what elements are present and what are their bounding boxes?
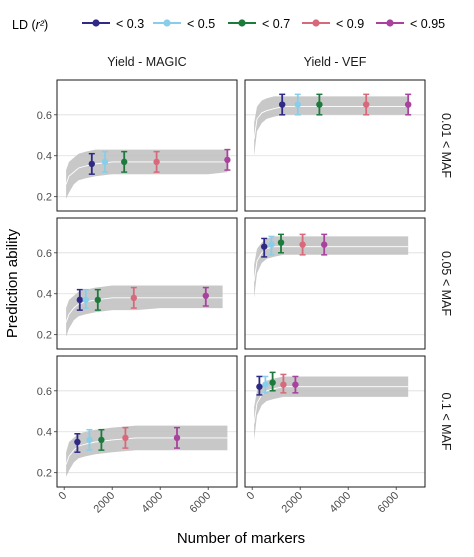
x-tick-label: 4000 <box>328 490 354 516</box>
data-point <box>88 160 96 168</box>
panel-border <box>56 79 238 212</box>
legend-label: < 0.7 <box>262 17 290 31</box>
panel-background <box>57 80 237 211</box>
legend-title-variable: r² <box>36 18 45 32</box>
data-point <box>74 438 81 446</box>
y-tick-label: 0.4 <box>37 427 52 439</box>
y-tick-label: 0.2 <box>37 468 52 480</box>
data-point <box>98 436 105 444</box>
x-tick-label: 2000 <box>92 490 118 516</box>
panel: 0.2 0.4 0.6 <box>37 79 238 212</box>
ci-ribbon <box>66 425 228 477</box>
data-point <box>261 243 268 250</box>
y-tick-label: 0.2 <box>37 192 52 204</box>
panel <box>244 79 426 212</box>
data-point <box>130 294 137 302</box>
data-point <box>292 381 299 388</box>
legend-title-suffix: ) <box>44 18 48 32</box>
data-point <box>224 156 231 164</box>
x-tick-label: 2000 <box>280 490 306 516</box>
x-tick-label: 0 <box>57 490 70 503</box>
data-point <box>86 436 93 444</box>
x-tick-label: 6000 <box>188 490 214 516</box>
ci-ribbon <box>254 96 409 156</box>
y-tick-label: 0.6 <box>37 110 52 122</box>
panel-border <box>244 217 426 350</box>
panel-plot-area <box>65 285 223 337</box>
legend-key-dot <box>238 19 246 27</box>
legend-label: < 0.5 <box>187 17 215 31</box>
data-point <box>121 158 128 166</box>
panel-plot-area <box>253 233 409 298</box>
legend-label: < 0.9 <box>336 17 364 31</box>
y-tick-label: 0.4 <box>37 289 52 301</box>
mean-line <box>253 386 409 424</box>
data-point <box>405 101 412 108</box>
data-point <box>202 292 209 299</box>
legend: LD (r²) < 0.3 < 0.5 < 0.7 < 0.9 < 0.95 <box>12 17 445 32</box>
panel <box>244 217 426 350</box>
data-point <box>299 241 306 248</box>
data-point <box>269 379 276 386</box>
x-tick-label: 4000 <box>140 490 166 516</box>
data-point <box>101 158 109 166</box>
x-axis-title: Number of markers <box>177 530 305 547</box>
ci-ribbon <box>254 236 409 298</box>
data-point <box>294 101 301 108</box>
data-point <box>268 241 275 248</box>
legend-key-dot <box>312 19 320 27</box>
panel-plot-area <box>253 371 409 440</box>
data-point <box>363 101 370 108</box>
row-strip-title: 0.01 < MAF <box>439 113 453 178</box>
legend-key-dot <box>92 19 100 27</box>
legend-key-dot <box>163 19 171 27</box>
panel-border <box>56 217 238 350</box>
y-tick-label: 0.6 <box>37 386 52 398</box>
panel-background <box>57 356 237 487</box>
row-strip-title: 0.1 < MAF <box>439 392 453 450</box>
legend-title: LD (r²) <box>12 18 48 32</box>
column-strip-title: Yield - VEF <box>304 55 367 69</box>
x-tick-label: 0 <box>245 490 258 503</box>
column-strip-title: Yield - MAGIC <box>107 55 186 69</box>
panel: 0.2 0.4 0.6 <box>37 217 238 350</box>
y-tick-label: 0.2 <box>37 330 52 342</box>
data-point <box>82 296 90 304</box>
data-point <box>279 101 286 108</box>
data-point <box>262 381 269 388</box>
mean-line <box>253 246 409 282</box>
panel-border <box>244 355 426 488</box>
data-point <box>277 239 285 246</box>
mean-line <box>253 106 409 140</box>
legend-key-dot <box>386 19 394 27</box>
legend-label: < 0.3 <box>116 17 144 31</box>
data-point <box>153 158 160 166</box>
panel: 0 2000 4000 6000 <box>244 355 426 516</box>
panel-plot-area <box>65 148 231 199</box>
panel-border <box>56 355 238 488</box>
legend-title-prefix: LD ( <box>12 18 36 32</box>
panel: 0.2 0.4 0.6 0 2000 4000 6000 <box>37 355 238 516</box>
data-point <box>173 434 181 442</box>
y-axis-title: Prediction ability <box>4 228 21 338</box>
row-strip-title: 0.05 < MAF <box>439 251 453 316</box>
data-point <box>94 296 102 304</box>
data-point <box>316 101 323 108</box>
panel-plot-area <box>65 425 228 477</box>
panel-plot-area <box>253 93 412 156</box>
data-point <box>321 241 328 248</box>
data-point <box>280 381 287 388</box>
data-point <box>122 434 129 442</box>
legend-label: < 0.95 <box>410 17 445 31</box>
panel-border <box>244 79 426 212</box>
x-tick-label: 6000 <box>376 490 402 516</box>
data-point <box>76 296 84 304</box>
y-tick-label: 0.4 <box>37 151 52 163</box>
y-tick-label: 0.6 <box>37 248 52 260</box>
data-point <box>256 383 263 390</box>
mean-line <box>65 297 223 323</box>
panel-background <box>57 218 237 349</box>
